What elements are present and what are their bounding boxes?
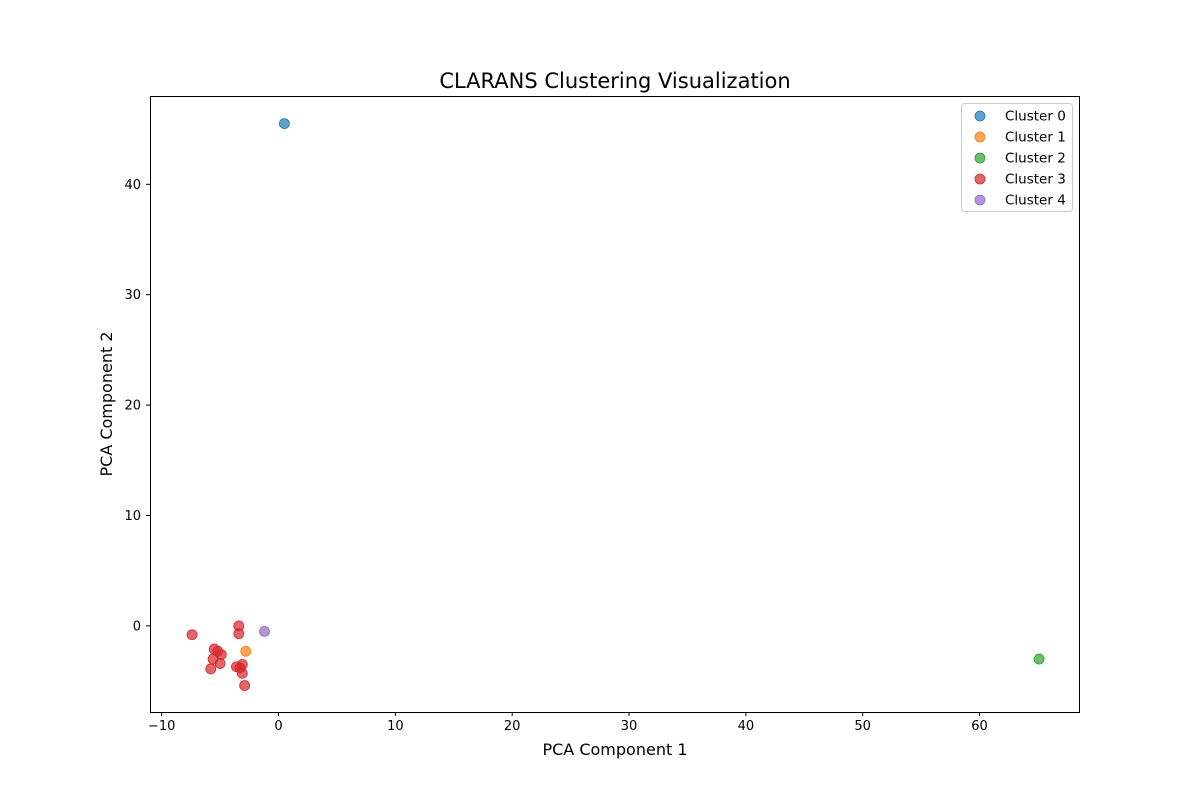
x-tick-label: 40 (738, 719, 755, 734)
data-point-cluster-0 (278, 118, 290, 129)
x-tick-label: −10 (148, 719, 175, 734)
x-tick-label: 30 (621, 719, 638, 734)
legend-label: Cluster 3 (1005, 172, 1066, 188)
x-axis-ticks: −10 0 10 20 30 40 50 60 (148, 712, 988, 734)
data-point-cluster-3 (236, 667, 248, 679)
data-point-cluster-1 (240, 645, 252, 657)
x-tick-label: 60 (971, 719, 988, 734)
y-tick-label: 20 (124, 399, 141, 414)
y-axis-ticks: 0 10 20 30 40 (124, 178, 150, 634)
y-tick-label: 0 (133, 619, 141, 634)
legend: Cluster 0 Cluster 1 Cluster 2 Cluster 3 Clus… (961, 103, 1073, 212)
legend-marker (974, 194, 986, 206)
y-axis-label: PCA Component 2 (97, 331, 116, 476)
data-points (186, 118, 1045, 691)
x-tick-label: 10 (387, 719, 404, 734)
x-tick-label: 50 (854, 719, 871, 734)
legend-label: Cluster 1 (1005, 130, 1066, 146)
chart-title: CLARANS Clustering Visualization (439, 69, 790, 93)
data-point-cluster-2 (1033, 653, 1045, 665)
y-tick-label: 30 (124, 288, 141, 303)
legend-marker (974, 152, 986, 164)
x-tick-label: 0 (274, 719, 282, 734)
data-point-cluster-3 (205, 663, 217, 675)
y-tick-label: 10 (124, 509, 141, 524)
legend-marker (974, 173, 986, 185)
data-point-cluster-4 (259, 626, 270, 637)
x-axis-label: PCA Component 1 (542, 740, 687, 759)
y-tick-label: 40 (124, 178, 141, 193)
x-tick-label: 20 (504, 719, 521, 734)
data-point-cluster-3 (186, 629, 198, 641)
plot-frame (150, 96, 1080, 713)
data-point-cluster-3 (214, 658, 226, 669)
data-point-cluster-3 (239, 680, 251, 691)
legend-label: Cluster 0 (1005, 109, 1066, 125)
legend-marker (974, 110, 986, 122)
legend-box (961, 103, 1073, 212)
data-point-cluster-3 (233, 628, 245, 640)
legend-label: Cluster 4 (1005, 193, 1066, 209)
legend-label: Cluster 2 (1005, 151, 1066, 167)
legend-marker (974, 131, 986, 143)
